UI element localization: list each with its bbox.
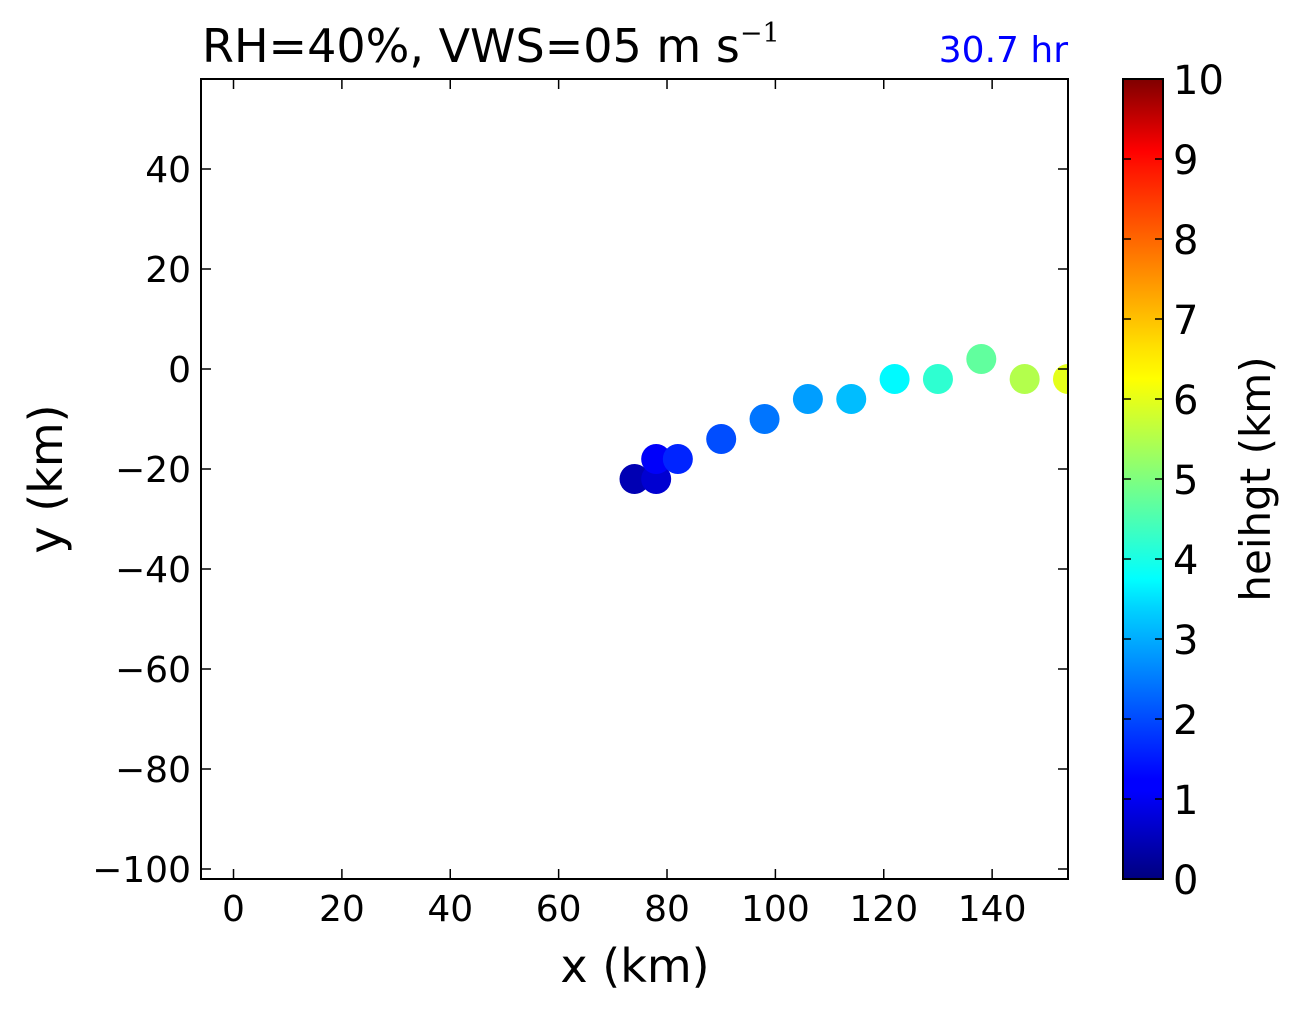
x-tick-label-1: 20: [319, 889, 365, 930]
colorbar-label: heihgt (km): [1231, 356, 1280, 601]
plot-frame: [200, 78, 1069, 880]
points-layer: [619, 344, 1068, 494]
scatter-point-6: [792, 384, 823, 414]
colorbar-tick-label-5: 5: [1173, 458, 1198, 504]
y-tick-label-7: 40: [145, 150, 191, 191]
chart-title-text: RH=40%, VWS=05 m s: [202, 19, 740, 73]
ticks-layer: 0 20 40 60 80 100 120 140 −100 −80 −60 −40 −20 0 20 40: [92, 79, 1068, 930]
colorbar-tick-label-7: 7: [1173, 298, 1198, 344]
y-axis-label: y (km): [19, 404, 73, 553]
colorbar-tick-label-1: 1: [1173, 778, 1198, 824]
x-tick-label-0: 0: [222, 889, 245, 930]
colorbar-tick-label-0: 0: [1173, 858, 1198, 904]
scatter-point-5: [749, 404, 780, 434]
colorbar-ticks: 0 1 2 3 4 5 6 7 8 9 10: [1123, 58, 1224, 904]
y-tick-label-2: −60: [115, 650, 191, 691]
x-axis-label: x (km): [560, 939, 709, 993]
scatter-point-2: [641, 444, 672, 474]
scatter-point-11: [1009, 364, 1040, 394]
x-tick-label-6: 120: [849, 889, 918, 930]
scatter-point-10: [966, 344, 997, 374]
y-tick-label-1: −80: [115, 750, 191, 791]
y-tick-label-3: −40: [115, 550, 191, 591]
x-tick-label-7: 140: [958, 889, 1027, 930]
y-tick-label-5: 0: [168, 350, 191, 391]
scatter-point-4: [706, 424, 737, 454]
colorbar-tick-label-3: 3: [1173, 618, 1198, 664]
x-tick-label-3: 60: [536, 889, 582, 930]
x-tick-label-2: 40: [427, 889, 473, 930]
chart-title: RH=40%, VWS=05 m s−1: [202, 18, 780, 73]
time-label: 30.7 hr: [938, 30, 1068, 71]
scatter-point-3: [662, 444, 693, 474]
scatter-point-0: [619, 464, 650, 494]
y-tick-label-6: 20: [145, 250, 191, 291]
scatter-point-12: [1053, 364, 1068, 394]
y-tick-label-4: −20: [115, 450, 191, 491]
colorbar-tick-label-4: 4: [1173, 538, 1198, 584]
colorbar-tick-label-8: 8: [1173, 218, 1198, 264]
scatter-point-7: [836, 384, 867, 414]
colorbar-tick-label-2: 2: [1173, 698, 1198, 744]
scatter-point-9: [922, 364, 953, 394]
x-tick-label-4: 80: [644, 889, 690, 930]
colorbar-tick-label-10: 10: [1173, 58, 1224, 104]
colorbar-tick-label-6: 6: [1173, 378, 1198, 424]
chart-title-exponent: −1: [739, 18, 780, 49]
colorbar-tick-label-9: 9: [1173, 138, 1198, 184]
x-tick-label-5: 100: [741, 889, 810, 930]
scatter-point-8: [879, 364, 910, 394]
y-tick-label-0: −100: [92, 850, 191, 891]
